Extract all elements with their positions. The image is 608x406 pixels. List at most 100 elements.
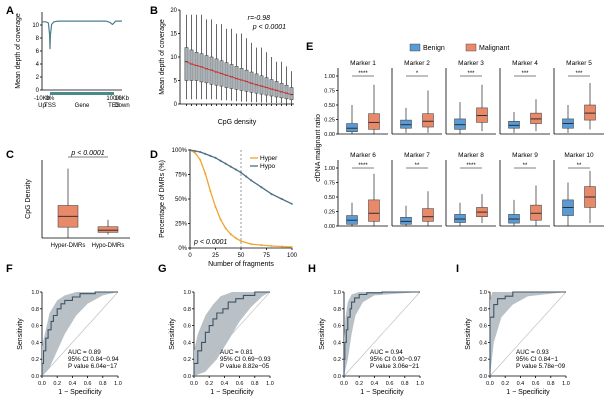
panel-b-box-box [194,52,199,81]
panel-e-marker-title: Marker 8 [458,152,484,159]
panel-e-benign-box-box [508,120,520,129]
panel-e-marker-title: Marker 9 [512,152,538,159]
panel-e-sig-label: *** [521,71,529,77]
panel-f-stat-1: 95% CI 0.84−0.94 [68,356,119,363]
panel-e-sig-label: *** [575,71,583,77]
panel-letter-C: C [6,149,14,161]
panel-d-point [270,193,273,196]
panel-e-ytick-label: 0.25 [324,210,335,216]
panel-e-benign-box-box [400,217,412,225]
panel-e-malignant-box-box [368,199,380,222]
panel-b-ytick-label: 15 [170,32,177,38]
panel-b-box-box [269,79,274,97]
panel-h-ytick-label: 0.8 [333,307,341,313]
panel-a-ytick-label: 6 [36,49,40,55]
panel-d-legend-label: Hypo [260,163,276,170]
panel-h-xtick-label: 0.4 [371,381,379,387]
panel-a-ylabel: Mean depth of coverage [15,13,22,89]
panel-d-point [224,227,227,230]
panel-d-point [245,175,248,178]
panel-f-diagonal [41,291,119,377]
panel-d-ytick-label: 50% [175,197,188,203]
panel-f-xtick-label: 0.2 [53,381,61,387]
panel-d-xtick-label: 0 [188,253,192,259]
panel-e-sig-label: **** [358,163,368,169]
panel-b-trend-line [186,61,292,96]
panel-d-line-hyper [189,149,293,248]
panel-d-point [239,171,243,174]
panel-e-legend-benign-swatch [409,43,421,52]
panel-b-ylabel: Mean depth of coverage [159,19,166,95]
panel-d-ytick-label: 0% [178,246,187,252]
panel-b-box-box [259,75,264,95]
panel-e-legend-malignant-swatch [465,43,477,52]
panel-g-ytick-label: 1.0 [183,290,191,296]
panel-a-xtick-label: 10Kb [115,96,130,102]
panel-g-ylabel: Sensitivity [169,318,176,350]
panel-b-box-box [284,84,289,100]
panel-d-point [199,150,202,154]
panel-g-stat-1: 95% CI 0.69−0.93 [220,356,271,363]
panel-d-pvalue: p < 0.0001 [193,239,227,246]
panel-b-ytick-label: 0 [174,102,178,108]
panel-f-ytick-label: 0.6 [31,324,39,330]
panel-i-roc-curve [489,291,566,376]
panel-a-coverage-line [42,20,122,50]
panel-e-sig-label: * [416,71,419,77]
panel-a-ytick-label: 10 [32,23,39,29]
panel-letter-B: B [150,5,158,17]
panel-i-xtick-label: 0.0 [486,381,494,387]
panel-e-sig-label: **** [466,163,476,169]
panel-e-marker-title: Marker 4 [512,60,538,67]
panel-d-point [250,179,253,182]
panel-e-malignant-box-box [584,104,596,121]
panel-d-legend-label: Hyper [260,155,278,162]
panel-b-box-box [249,71,254,93]
panel-g-ytick-label: 0.6 [183,324,191,330]
panel-a-xtick-label: 0% [46,96,55,102]
panel-letter-F: F [6,263,13,275]
panel-e-sig-label: *** [467,71,475,77]
panel-e-marker-title: Marker 6 [350,152,376,159]
panel-d-ytick-label: 75% [175,173,188,179]
panel-e-benign-box-box [346,123,358,132]
panel-e-ytick-label: 0.25 [324,118,335,124]
panel-e-ytick-label: 0.00 [324,132,335,138]
panel-d-xtick-label: 50 [238,253,245,259]
panel-a-xtick-sublabel: TSS [44,103,56,109]
panel-g-xtick-label: 0.4 [221,381,229,387]
panel-e-ylabel: cfDNA malignant ratio [315,114,322,182]
panel-b-box-box [279,83,284,99]
panel-g-xtick-label: 0.0 [190,381,198,387]
panel-f-stat-2: P value 6.04e−17 [68,363,118,370]
panel-f-ytick-label: 0.8 [31,307,39,313]
panel-g-xtick-label: 1.0 [266,381,274,387]
panel-a-xtick-label: -10Kb [34,96,51,102]
panel-e-marker-title: Marker 3 [458,60,484,67]
panel-i-ytick-label: 0.0 [479,374,487,380]
panel-i-xtick-label: 0.6 [532,381,540,387]
panel-letter-H: H [308,263,316,275]
panel-f-ytick-label: 0.0 [31,374,39,380]
panel-a-xtick-sublabel: Up [38,103,46,109]
panel-a-xtick-sublabel: Gene [75,103,90,109]
panel-h-stat-1: 95% CI 0.90−0.97 [370,356,421,363]
panel-h-stat-0: AUC = 0.94 [370,349,403,356]
panel-letter-I: I [456,263,459,275]
panel-e-ytick-label: 0.75 [324,181,335,187]
panel-e-sig-label: ** [577,163,582,169]
panel-d-point [280,197,283,201]
panel-h-stat-2: P value 3.06e−21 [370,363,420,370]
panel-g-xtick-label: 0.6 [236,381,244,387]
panel-b-box-box [264,77,269,96]
panel-d-point [239,240,243,243]
panel-d-point [209,154,212,157]
panel-b-box-box [184,47,189,81]
panel-b-box-box [189,49,194,81]
panel-b-ytick-label: 10 [170,55,177,61]
panel-b-pvalue: p < 0.0001 [252,24,286,31]
panel-g-xtick-label: 0.2 [205,381,213,387]
panel-a-gene-bar [50,92,114,95]
panel-e-malignant-box-box [368,113,380,130]
panel-e-marker-title: Marker 5 [566,60,592,67]
